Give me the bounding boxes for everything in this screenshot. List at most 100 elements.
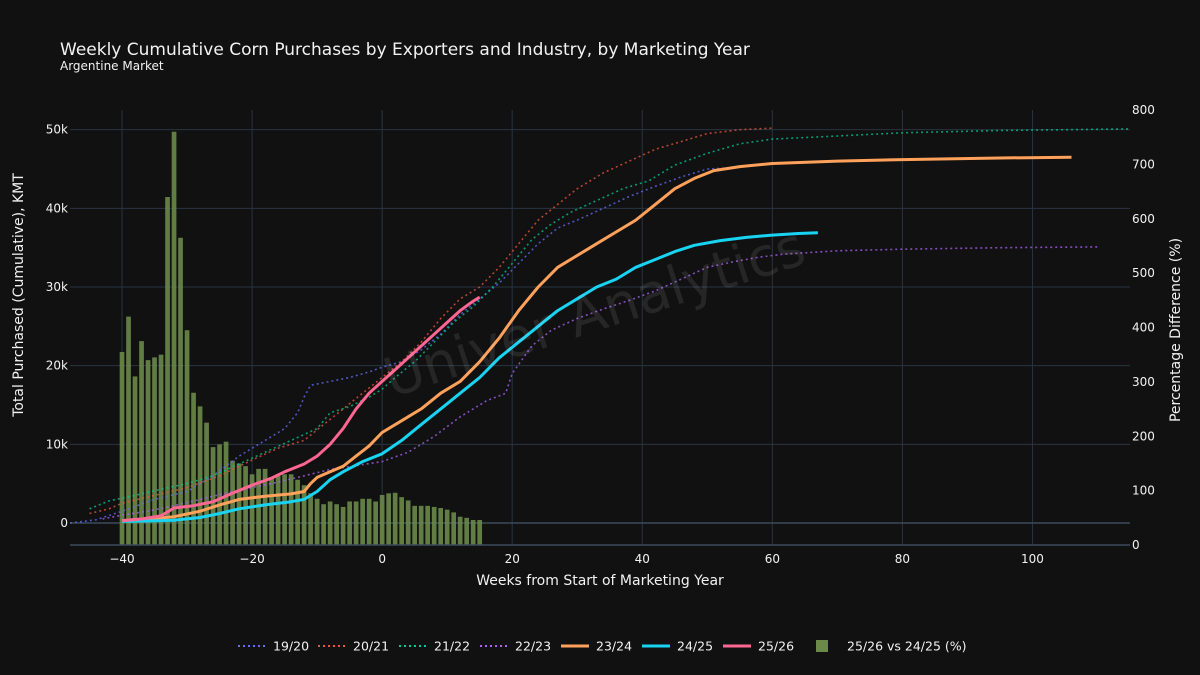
y2-tick-label: 700: [1132, 157, 1155, 171]
bar: [360, 498, 365, 545]
legend-label: 20/21: [353, 639, 389, 654]
legend-label: 25/26 vs 24/25 (%): [847, 639, 967, 654]
y2-tick-label: 500: [1132, 266, 1155, 280]
bar: [405, 500, 411, 545]
y-tick-label: 50k: [46, 123, 68, 137]
x-tick-label: 80: [895, 552, 910, 566]
bar: [184, 330, 190, 545]
x-tick-label: −20: [239, 552, 264, 566]
bar: [353, 501, 359, 545]
bar: [392, 492, 398, 545]
y2-axis-title: Percentage Difference (%): [1168, 238, 1184, 422]
bar: [282, 474, 287, 545]
bar: [230, 460, 235, 545]
bar: [217, 444, 222, 545]
bar: [288, 474, 294, 545]
bar: [314, 498, 320, 545]
series-line-20-21: [89, 127, 773, 515]
x-tick-label: 60: [765, 552, 780, 566]
chart-subtitle: Argentine Market: [60, 59, 164, 73]
bar: [464, 517, 470, 545]
bar: [139, 341, 144, 545]
y2-tick-label: 400: [1132, 321, 1155, 335]
y2-tick-label: 300: [1132, 375, 1155, 389]
bar: [210, 447, 216, 545]
y2-tick-label: 800: [1132, 103, 1155, 117]
bar: [262, 468, 268, 545]
y-tick-label: 0: [60, 516, 68, 530]
y-tick-label: 30k: [46, 280, 68, 294]
bar: [379, 494, 385, 545]
bar: [145, 360, 151, 545]
y-tick-label: 10k: [46, 437, 68, 451]
bar-series: [119, 131, 483, 545]
bar: [340, 506, 346, 545]
x-tick-label: 0: [378, 552, 386, 566]
legend-label: 23/24: [596, 639, 632, 654]
bar: [275, 474, 281, 545]
legend: 19/20 20/21 21/22 22/23 23/24 24/25 25/26 25/26…: [238, 639, 967, 654]
legend-label: 19/20: [273, 639, 309, 654]
y-axis-title: Total Purchased (Cumulative), KMT: [11, 173, 27, 418]
bar: [418, 505, 424, 545]
bar: [321, 504, 326, 545]
legend-label: 24/25: [677, 639, 713, 654]
bar: [249, 474, 255, 545]
x-axis-title: Weeks from Start of Marketing Year: [476, 573, 724, 589]
bar: [236, 463, 242, 545]
bar: [470, 519, 476, 545]
bar: [119, 351, 125, 545]
bar: [431, 506, 437, 545]
bar: [438, 508, 444, 545]
x-tick-label: −40: [109, 552, 134, 566]
bar: [165, 197, 170, 545]
series-line-24-25: [121, 231, 818, 523]
bar: [126, 316, 131, 545]
bar: [171, 131, 177, 545]
bar: [444, 509, 450, 545]
y2-tick-label: 0: [1132, 538, 1140, 552]
bar: [132, 376, 138, 545]
bar: [425, 505, 431, 545]
y2-tick-label: 600: [1132, 212, 1155, 226]
legend-swatch-bar: [816, 640, 828, 652]
y2-tick-label: 100: [1132, 484, 1155, 498]
bar: [178, 237, 183, 545]
bar: [477, 519, 483, 545]
grid: [70, 110, 1130, 545]
legend-label: 25/26: [758, 639, 794, 654]
bar: [386, 493, 391, 545]
axes: −40 −20 0 20 40 60 80 100 0 10k 20k 30k 40k 50k 0 100 20…: [46, 103, 1155, 566]
bar: [399, 497, 404, 545]
chart-title: Weekly Cumulative Corn Purchases by Expo…: [60, 40, 750, 60]
bar: [295, 479, 300, 545]
bar: [451, 512, 457, 545]
bar: [152, 357, 157, 545]
bar: [158, 354, 164, 545]
series-line-25-26: [121, 295, 481, 523]
series-line-23-24: [121, 155, 1072, 523]
bar: [301, 485, 307, 545]
y-tick-label: 20k: [46, 359, 68, 373]
bar: [191, 392, 196, 545]
y-tick-label: 40k: [46, 201, 68, 215]
x-tick-label: 40: [635, 552, 650, 566]
y2-tick-label: 200: [1132, 429, 1155, 443]
bar: [243, 466, 248, 545]
series-line-21-22: [89, 128, 1131, 510]
bar: [373, 501, 378, 545]
bar: [412, 505, 418, 545]
legend-label: 22/23: [515, 639, 551, 654]
line-series: [69, 127, 1131, 524]
bar: [269, 477, 274, 545]
x-tick-label: 100: [1021, 552, 1044, 566]
legend-label: 21/22: [434, 639, 470, 654]
bar: [204, 422, 209, 545]
bar: [457, 516, 463, 545]
x-tick-label: 20: [505, 552, 520, 566]
bar: [366, 498, 372, 545]
bar: [347, 501, 352, 545]
bar: [327, 501, 333, 545]
